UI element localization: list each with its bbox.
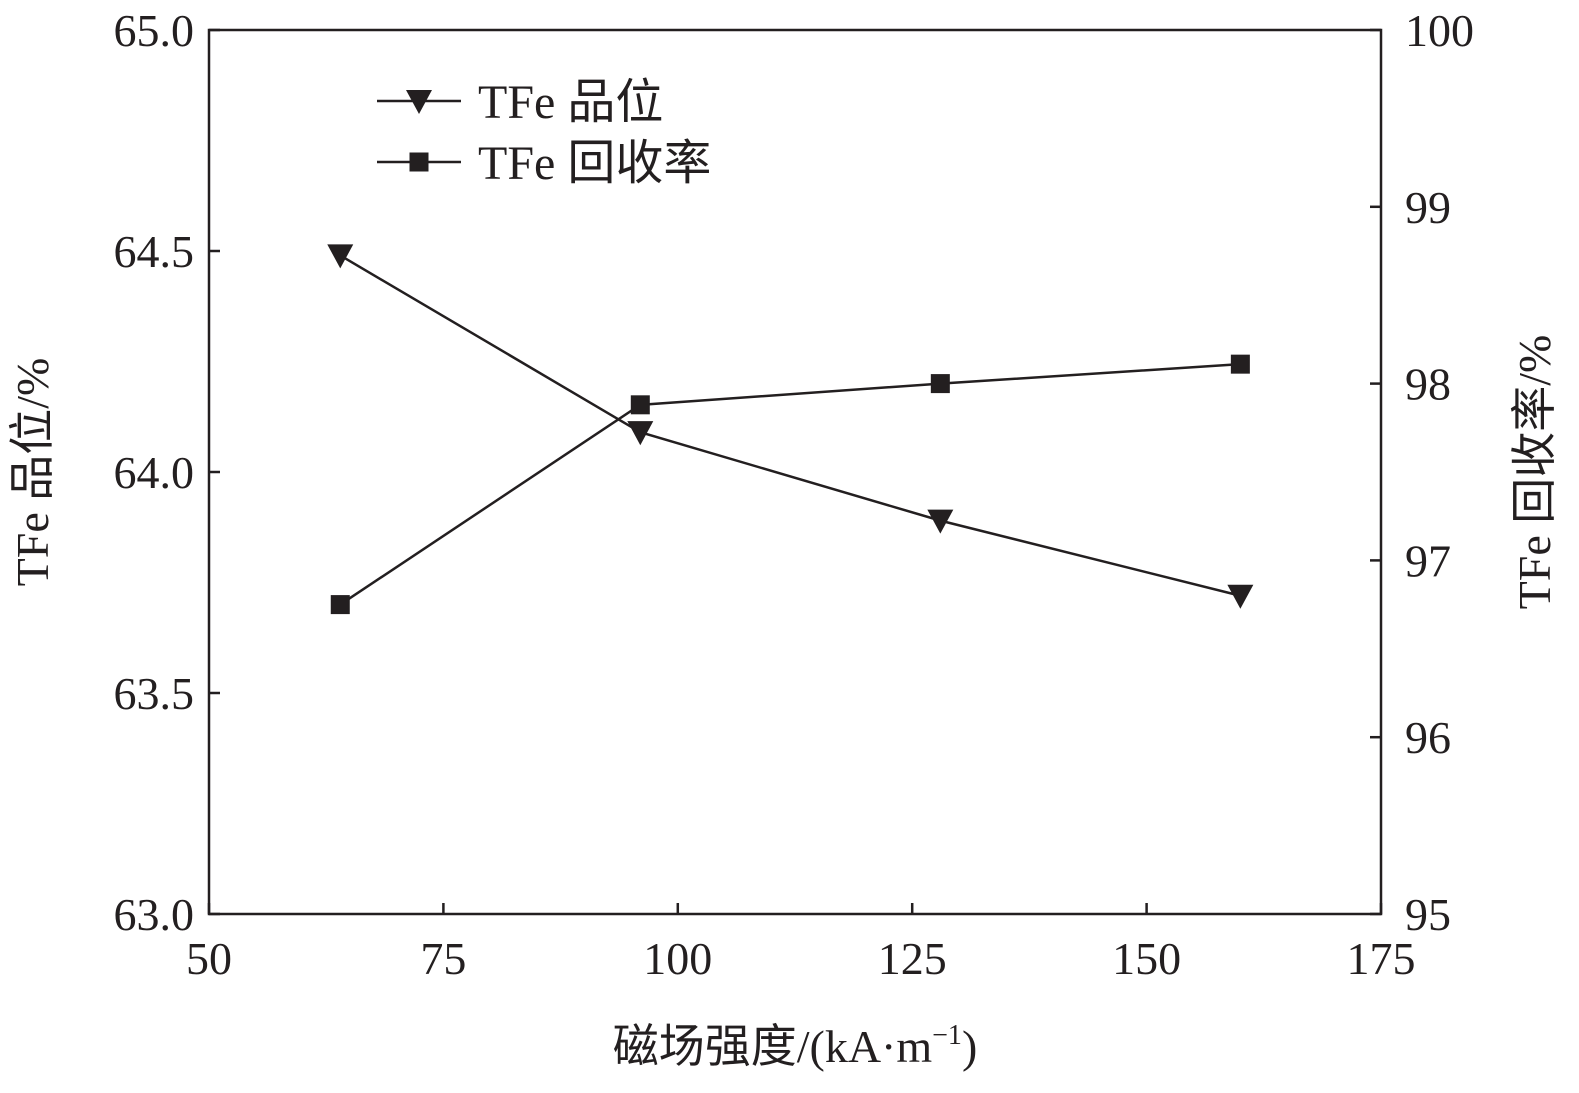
x-tick-label-3: 125 [878, 933, 947, 984]
left-y-tick-label-1: 63.5 [114, 668, 195, 719]
x-tick-label-1: 75 [420, 933, 466, 984]
x-tick-label-2: 100 [643, 933, 712, 984]
series-1-point-1 [630, 395, 650, 415]
left-y-tick-label-4: 65.0 [114, 5, 195, 56]
right-y-tick-label-2: 97 [1405, 535, 1451, 586]
right-y-axis-ticks: 95 96 97 98 99 100 [1370, 5, 1474, 940]
legend-label-1: TFe 回收率 [478, 137, 711, 190]
series-line-0 [339, 254, 1241, 597]
legend-marker-0 [406, 89, 432, 114]
right-y-tick-label-0: 95 [1405, 889, 1451, 940]
right-y-axis-title: TFe 回收率/% [1509, 335, 1560, 610]
legend-label-0: TFe 品位 [478, 76, 663, 129]
x-axis-title-superscript: −1 [932, 1020, 962, 1051]
x-axis-ticks: 50 75 100 125 150 175 [186, 903, 1416, 984]
left-y-tick-label-0: 63.0 [114, 889, 195, 940]
left-y-tick-label-3: 64.5 [114, 226, 195, 277]
right-y-tick-label-4: 99 [1405, 182, 1451, 233]
series-line-1 [339, 362, 1241, 606]
left-y-axis-ticks: 63.0 63.5 64.0 64.5 65.0 [114, 5, 220, 940]
series-0-point-1 [627, 421, 654, 446]
right-y-tick-label-3: 98 [1405, 359, 1451, 410]
series-0-point-2 [927, 509, 954, 534]
legend-marker-1 [409, 152, 429, 172]
series-1-point-2 [930, 374, 950, 394]
x-tick-label-0: 50 [186, 933, 232, 984]
x-tick-label-5: 175 [1347, 933, 1416, 984]
legend: TFe 品位 TFe 回收率 [377, 76, 711, 190]
series-1-point-3 [1230, 354, 1250, 374]
series-0-point-3 [1227, 584, 1254, 609]
right-y-tick-label-5: 100 [1405, 5, 1474, 56]
x-axis-title-close: ) [962, 1021, 977, 1072]
left-y-tick-label-2: 64.0 [114, 447, 195, 498]
series-0-point-0 [327, 244, 354, 269]
series-layer [327, 244, 1254, 615]
left-y-axis-title: TFe 品位/% [7, 358, 58, 587]
x-tick-label-4: 150 [1112, 933, 1181, 984]
x-axis-title: 磁场强度/(kA·m−1) [613, 1020, 978, 1072]
series-1-point-0 [330, 595, 350, 615]
right-y-tick-label-1: 96 [1405, 712, 1451, 763]
